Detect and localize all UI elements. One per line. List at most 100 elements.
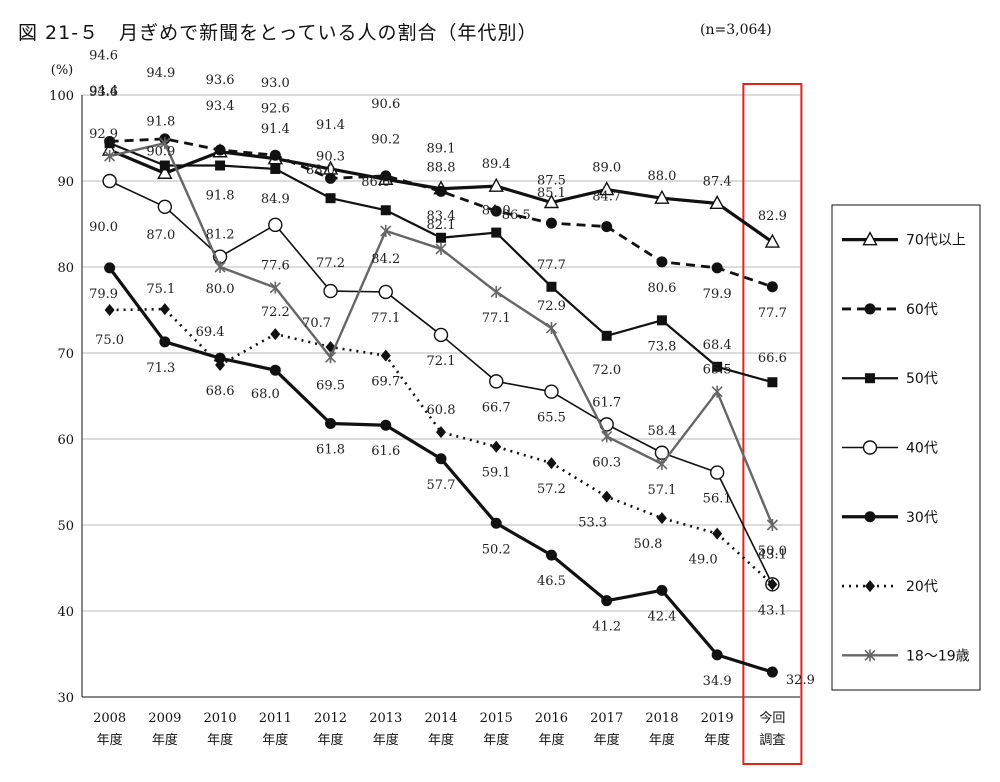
point	[709, 465, 725, 480]
data-label: 77.6	[261, 259, 290, 274]
y-tick-label: 80	[57, 261, 74, 276]
point	[433, 327, 449, 343]
point	[865, 373, 875, 384]
point	[269, 364, 281, 376]
data-label: 73.8	[647, 339, 676, 354]
data-label: 32.9	[786, 673, 815, 688]
point	[104, 304, 115, 316]
point	[712, 361, 723, 372]
data-label: 69.5	[316, 378, 345, 393]
data-label: 89.1	[427, 142, 456, 157]
data-label: 68.4	[703, 338, 732, 353]
data-label: 91.4	[261, 122, 290, 137]
point	[157, 199, 173, 215]
point	[764, 233, 781, 248]
data-label: 91.8	[206, 189, 235, 204]
data-label: 59.1	[482, 466, 511, 481]
data-label: 90.9	[146, 144, 175, 159]
point	[712, 527, 723, 540]
data-label: 88.0	[647, 169, 676, 184]
data-label: 84.9	[261, 192, 290, 207]
x-tick-label: 2017 年度	[590, 711, 623, 748]
legend-entry: 70代以上	[842, 231, 966, 249]
point	[767, 578, 778, 591]
data-label: 79.9	[89, 287, 118, 302]
point	[490, 285, 502, 298]
legend-entry: 18～19歳	[842, 648, 970, 664]
legend-label: 70代以上	[906, 233, 966, 249]
data-label: 66.6	[758, 351, 787, 366]
data-label: 93.6	[206, 73, 235, 88]
point	[601, 490, 612, 503]
legend: 70代以上 60代 50代 40代 30代 20代 18～19歳	[831, 204, 981, 691]
legend-entry: 30代	[842, 510, 938, 526]
data-label: 87.4	[703, 174, 732, 189]
point	[214, 144, 226, 156]
point	[864, 649, 876, 662]
data-label: 68.0	[251, 387, 280, 402]
data-label: 94.9	[146, 66, 175, 81]
y-tick-label: 30	[57, 691, 74, 706]
point	[864, 511, 876, 523]
legend-label: 30代	[906, 510, 938, 526]
legend-label: 40代	[906, 441, 938, 457]
data-label: 34.9	[703, 674, 732, 689]
data-label: 84.2	[371, 252, 400, 267]
data-label: 68.6	[206, 384, 235, 399]
data-label: 72.1	[427, 354, 456, 369]
legend-label: 50代	[906, 371, 938, 387]
point	[656, 584, 668, 596]
point	[709, 194, 725, 210]
legend-entry: 20代	[842, 579, 938, 595]
point	[159, 160, 170, 171]
data-label: 77.7	[758, 306, 787, 321]
point	[102, 173, 117, 189]
point	[864, 303, 876, 315]
point	[488, 177, 504, 192]
x-tick-label: 2016 年度	[535, 711, 568, 748]
y-tick-label: 70	[57, 347, 74, 362]
point	[104, 150, 116, 163]
point	[436, 232, 446, 243]
point	[325, 418, 337, 430]
data-label: 79.9	[703, 287, 732, 302]
series-3	[104, 138, 778, 388]
point	[545, 322, 558, 335]
data-label: 86.5	[502, 208, 531, 223]
point	[436, 426, 446, 439]
point	[380, 205, 391, 216]
data-label: 57.7	[427, 478, 456, 493]
legend-entry: 40代	[842, 440, 938, 457]
series-2	[104, 133, 778, 293]
data-label: 60.3	[592, 455, 621, 470]
point	[380, 349, 391, 362]
point	[543, 194, 560, 209]
point	[601, 430, 613, 443]
point	[378, 284, 393, 300]
data-label: 93.0	[261, 76, 290, 91]
point	[711, 262, 723, 274]
point	[546, 457, 557, 470]
point	[599, 181, 615, 196]
point	[656, 457, 668, 470]
x-tick-label: 2010 年度	[204, 711, 237, 748]
point	[215, 160, 226, 171]
data-label: 90.6	[371, 97, 400, 112]
point	[544, 384, 559, 399]
data-label: 53.3	[578, 516, 607, 531]
point	[323, 283, 338, 299]
point	[270, 163, 281, 174]
x-tick-label: 今回調査	[759, 710, 785, 748]
point	[546, 281, 557, 292]
point	[380, 419, 392, 431]
x-tick-label: 2015 年度	[480, 711, 513, 748]
point	[601, 330, 612, 341]
data-label: 75.0	[95, 333, 124, 348]
data-label: 41.2	[592, 620, 621, 635]
point	[159, 336, 171, 348]
point	[656, 512, 667, 525]
highlight-box	[742, 83, 803, 765]
data-label: 43.1	[758, 603, 787, 618]
point	[766, 281, 778, 293]
point	[711, 385, 723, 398]
